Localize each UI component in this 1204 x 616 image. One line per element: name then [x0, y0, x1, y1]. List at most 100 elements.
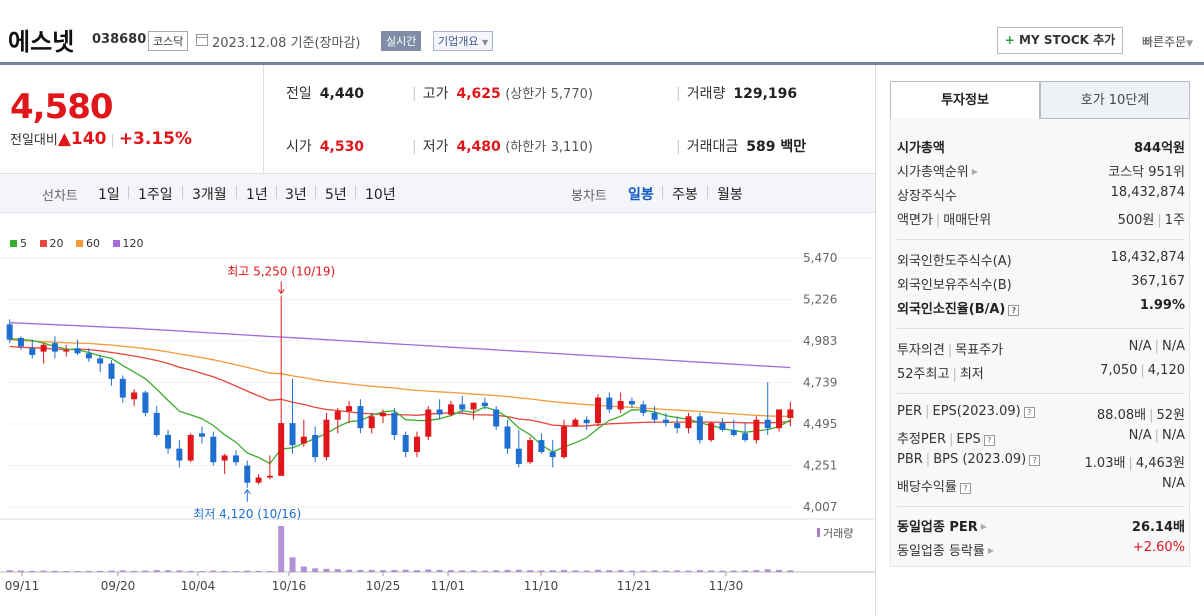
- chart-canvas[interactable]: 5,470 5,226 4,983 4,739 4,495 4,251 4,007 최고 5,…: [0, 213, 875, 616]
- volume-bar: [300, 566, 307, 572]
- help-icon[interactable]: ?: [983, 435, 995, 446]
- candle-body: [538, 440, 545, 453]
- volume-bar: [153, 570, 160, 572]
- sector-per-row[interactable]: 동일업종 PER ▶ 26.14배: [897, 520, 1185, 535]
- chevron-down-icon: ▼: [481, 38, 489, 47]
- volume-bar: [210, 570, 217, 572]
- help-icon[interactable]: ?: [1023, 407, 1035, 418]
- candle-body: [628, 400, 635, 405]
- volume-bar: [606, 570, 613, 572]
- volume-bar: [368, 569, 375, 572]
- volume-bar: [266, 571, 273, 572]
- current-price: 4,580: [10, 87, 114, 127]
- week52-row: 52주최고 | 최저 7,050 | 4,120: [897, 363, 1185, 382]
- volume-bar: [74, 571, 81, 572]
- volume-bar: [696, 570, 703, 572]
- candle-daily[interactable]: 일봉: [628, 187, 654, 203]
- x-tick-label: 11/10: [524, 579, 559, 593]
- pbr-bps-row: PBR | BPS (2023.09)? 1.03배 | 4,463원: [897, 452, 1185, 471]
- y-tick-label: 4,739: [803, 375, 837, 389]
- period-5y[interactable]: 5년: [325, 187, 347, 203]
- moving-average-ma5: [9, 338, 791, 465]
- legend-swatch: [112, 240, 120, 247]
- sector-change-row[interactable]: 동일업종 등락률 ▶ +2.60%: [897, 540, 1185, 559]
- moving-average-ma120: [9, 322, 791, 369]
- volume-bar: [221, 570, 228, 572]
- chart-legend: 5 20 60 120: [10, 237, 153, 250]
- candle-body: [85, 353, 92, 359]
- candle-weekly[interactable]: 주봉: [672, 187, 698, 203]
- volume: | 거래량 129,196: [676, 86, 798, 102]
- candle-body: [549, 452, 556, 458]
- x-tick-label: 10/25: [366, 579, 401, 593]
- volume-bar: [51, 570, 58, 572]
- volume-bar: [470, 570, 477, 572]
- volume-bar: [764, 569, 771, 572]
- volume-bar: [504, 569, 511, 572]
- volume-bar: [40, 570, 47, 572]
- chevron-down-icon: ▼: [1186, 39, 1194, 49]
- candle-body: [481, 402, 488, 407]
- price-stats: 전일 4,440 | 고가 4,625 (상한가 5,770) | 거래량 129,196…: [265, 65, 875, 173]
- y-tick-label: 5,470: [803, 251, 837, 265]
- candle-body: [617, 400, 624, 410]
- company-overview-dropdown[interactable]: 기업개요 ▼: [433, 31, 494, 51]
- help-icon[interactable]: ?: [1008, 305, 1020, 316]
- candle-chart-label: 봉차트: [571, 189, 607, 204]
- change-amount: 140: [70, 129, 107, 149]
- period-selector: 선차트 1일 1주일 3개월 1년 3년 5년 10년 봉차트 일봉 주봉 월봉: [0, 173, 875, 213]
- candle-body: [515, 448, 522, 464]
- volume-bar: [549, 570, 556, 572]
- period-1y[interactable]: 1년: [246, 187, 268, 203]
- candle-body: [572, 419, 579, 427]
- quick-order-dropdown[interactable]: 빠른주문▼: [1142, 33, 1193, 50]
- foreign-hold-row: 외국인보유주식수(B) 367,167: [897, 274, 1185, 293]
- candle-body: [380, 412, 387, 417]
- my-stock-add-button[interactable]: + MY STOCK 추가: [997, 27, 1123, 54]
- candle-body: [278, 423, 285, 476]
- candle-body: [312, 435, 319, 458]
- candle-body: [40, 344, 47, 352]
- help-icon[interactable]: ?: [959, 483, 971, 494]
- legend-item-ma20: 20: [39, 237, 64, 250]
- candle-body: [210, 436, 217, 463]
- price-chart[interactable]: 5 20 60 120 5,470 5,226 4,983 4,739 4,495 4,2…: [0, 213, 875, 616]
- candle-body: [357, 406, 364, 429]
- volume-bar: [459, 570, 466, 572]
- realtime-button[interactable]: 실시간: [381, 31, 422, 51]
- volume-bar: [493, 570, 500, 572]
- market-cap-rank-row[interactable]: 시가총액순위 ▶ 코스닥 951위: [897, 165, 1185, 180]
- legend-swatch: [10, 240, 17, 247]
- period-3m[interactable]: 3개월: [192, 187, 227, 203]
- market-badge: 코스닥: [148, 31, 189, 51]
- opinion-row: 투자의견 | 목표주가 N/A | N/A: [897, 339, 1185, 358]
- period-1w[interactable]: 1주일: [138, 187, 173, 203]
- plus-icon: +: [1004, 33, 1015, 47]
- change-percent: +3.15%: [118, 129, 193, 149]
- volume-bar: [583, 570, 590, 572]
- foreign-limit-row: 외국인한도주식수(A) 18,432,874: [897, 250, 1185, 269]
- volume-bar: [753, 570, 760, 572]
- volume-bar: [199, 571, 205, 572]
- tab-quote-10[interactable]: 호가 10단계: [1040, 81, 1190, 119]
- tab-invest-info[interactable]: 투자정보: [890, 81, 1040, 119]
- period-3y[interactable]: 3년: [285, 187, 307, 203]
- candle-body: [244, 465, 251, 483]
- volume-bar: [719, 570, 726, 572]
- dividend-row: 배당수익률? N/A: [897, 476, 1185, 495]
- legend-item-ma5: 5: [10, 237, 27, 250]
- volume-bar: [165, 570, 172, 572]
- candle-monthly[interactable]: 월봉: [717, 187, 743, 203]
- volume-bar: [346, 569, 353, 572]
- volume-bar: [413, 570, 420, 572]
- volume-bar: [527, 570, 534, 572]
- calendar-icon: [196, 34, 208, 46]
- candle-body: [255, 477, 262, 483]
- per-eps-row: PER | EPS(2023.09)? 88.08배 | 52원: [897, 404, 1185, 423]
- period-10y[interactable]: 10년: [365, 187, 396, 203]
- low-price: | 저가 4,480 (하한가 3,110): [412, 139, 593, 155]
- help-icon[interactable]: ?: [1029, 455, 1041, 466]
- period-1d[interactable]: 1일: [98, 187, 120, 203]
- candle-body: [187, 435, 194, 461]
- candle-body: [266, 475, 273, 478]
